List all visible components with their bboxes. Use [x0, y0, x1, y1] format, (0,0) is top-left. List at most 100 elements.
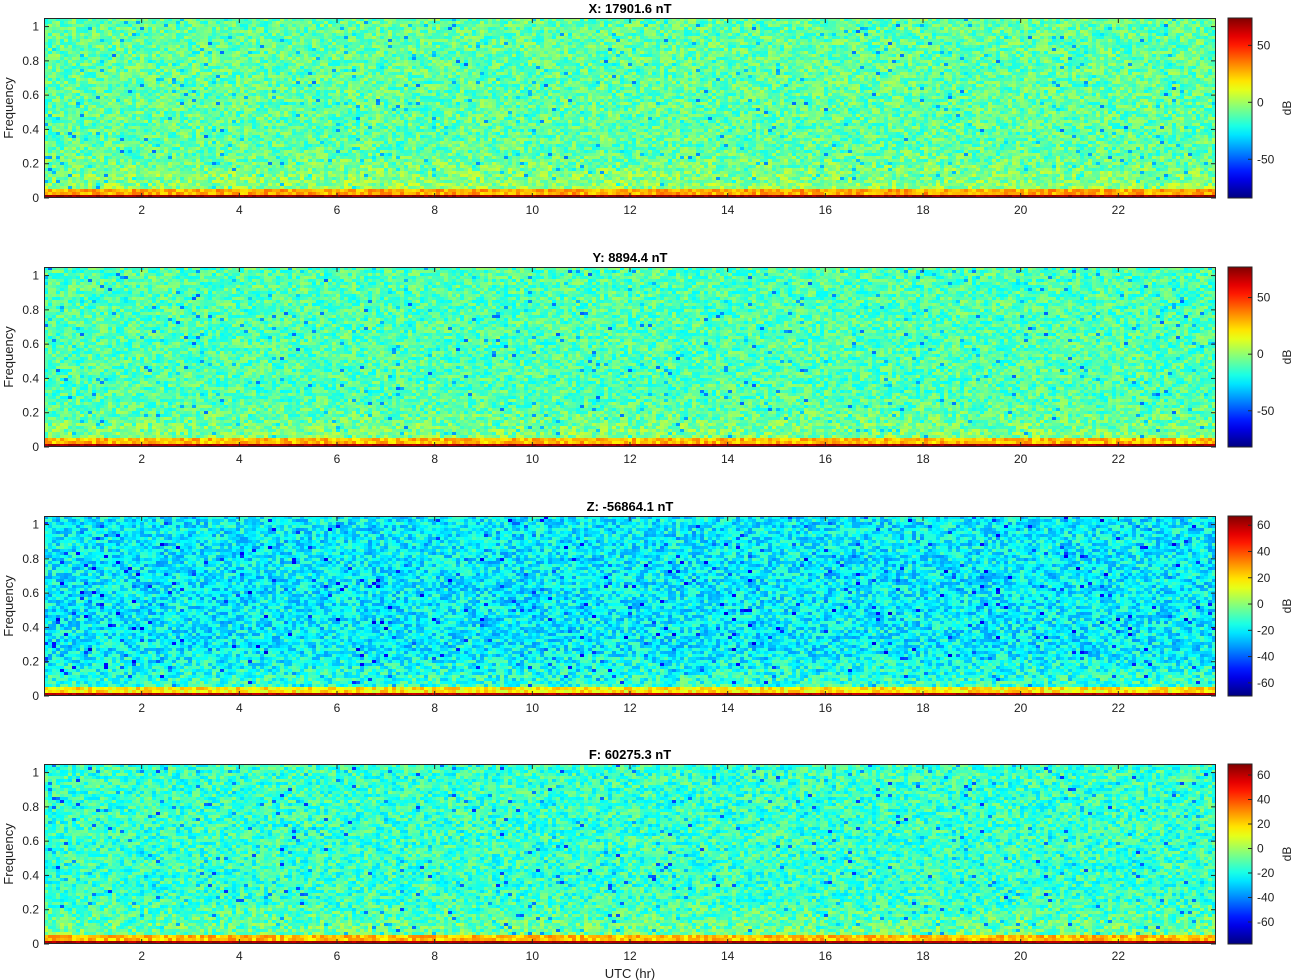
colorbar-tick-label: 60 [1257, 518, 1271, 532]
y-tick-label: 1 [32, 20, 39, 34]
x-tick-label: 16 [819, 701, 833, 715]
x-tick-label: 20 [1014, 701, 1028, 715]
y-tick-label: 0.4 [22, 868, 39, 882]
spectrogram-image [44, 516, 1216, 696]
colorbar-tick-label: 20 [1257, 571, 1271, 585]
colorbar-tick-label: -60 [1257, 676, 1275, 690]
colorbar-tick-label: 20 [1257, 817, 1271, 831]
x-tick-label: 22 [1112, 452, 1126, 466]
x-tick-label: 22 [1112, 949, 1126, 963]
x-tick-label: 18 [916, 203, 930, 217]
spectrogram-panel [44, 515, 1253, 697]
x-tick-label: 4 [236, 452, 243, 466]
x-tick-label: 8 [431, 701, 438, 715]
x-tick-label: 8 [431, 949, 438, 963]
colorbar-tick-label: -50 [1257, 404, 1275, 418]
x-tick-label: 6 [334, 949, 341, 963]
x-tick-label: 14 [721, 949, 735, 963]
x-tick-label: 12 [623, 203, 637, 217]
x-tick-label: 8 [431, 203, 438, 217]
colorbar-tick-label: -20 [1257, 866, 1275, 880]
colorbar-tick-label: -50 [1257, 152, 1275, 166]
x-tick-label: 4 [236, 701, 243, 715]
x-tick-label: 10 [526, 203, 540, 217]
y-tick-label: 0 [32, 440, 39, 454]
y-tick-label: 0.4 [22, 122, 39, 136]
y-tick-label: 0 [32, 937, 39, 951]
colorbar-tick-label: 0 [1257, 95, 1264, 109]
colorbar-tick-label: 0 [1257, 841, 1264, 855]
x-tick-label: 12 [623, 701, 637, 715]
colorbar-label: dB [1280, 847, 1294, 862]
x-tick-label: 22 [1112, 701, 1126, 715]
x-tick-label: 22 [1112, 203, 1126, 217]
x-tick-label: 14 [721, 452, 735, 466]
spectrogram-image [44, 267, 1216, 447]
x-tick-label: 18 [916, 701, 930, 715]
y-axis-label: Frequency [1, 823, 16, 885]
y-tick-label: 0.2 [22, 903, 39, 917]
colorbar-tick-label: -20 [1257, 623, 1275, 637]
x-tick-label: 8 [431, 452, 438, 466]
y-tick-label: 0.2 [22, 157, 39, 171]
y-tick-label: 0.8 [22, 800, 39, 814]
x-tick-label: 2 [138, 452, 145, 466]
x-tick-label: 16 [819, 203, 833, 217]
spectrogram-image [44, 18, 1216, 198]
colorbar-tick-label: 50 [1257, 38, 1271, 52]
y-tick-label: 1 [32, 518, 39, 532]
x-tick-label: 2 [138, 203, 145, 217]
y-tick-label: 0 [32, 689, 39, 703]
y-axis-label: Frequency [1, 575, 16, 637]
x-tick-label: 20 [1014, 203, 1028, 217]
x-tick-label: 6 [334, 203, 341, 217]
colorbar-tick-label: -40 [1257, 650, 1275, 664]
x-tick-label: 4 [236, 949, 243, 963]
panel-title: X: 17901.6 nT [588, 1, 671, 16]
y-tick-label: 1 [32, 269, 39, 283]
y-tick-label: 0.4 [22, 371, 39, 385]
y-axis-label: Frequency [1, 77, 16, 139]
y-tick-label: 1 [32, 766, 39, 780]
colorbar-tick-label: -60 [1257, 915, 1275, 929]
x-tick-label: 2 [138, 949, 145, 963]
x-tick-label: 2 [138, 701, 145, 715]
x-tick-label: 10 [526, 949, 540, 963]
colorbar-tick-label: 60 [1257, 768, 1271, 782]
x-tick-label: 6 [334, 701, 341, 715]
colorbar-tick-label: 0 [1257, 597, 1264, 611]
x-tick-label: 16 [819, 949, 833, 963]
y-tick-label: 0.6 [22, 337, 39, 351]
spectrogram-panel [44, 266, 1253, 448]
y-tick-label: 0.6 [22, 586, 39, 600]
panel-title: F: 60275.3 nT [589, 747, 671, 762]
spectrogram-image [44, 764, 1216, 944]
x-tick-label: 18 [916, 949, 930, 963]
x-tick-label: 10 [526, 701, 540, 715]
y-tick-label: 0.8 [22, 303, 39, 317]
x-tick-label: 16 [819, 452, 833, 466]
colorbar-tick-label: 40 [1257, 544, 1271, 558]
colorbar-label: dB [1280, 350, 1294, 365]
x-tick-label: 14 [721, 701, 735, 715]
colorbar-tick-label: 40 [1257, 793, 1271, 807]
x-tick-label: 6 [334, 452, 341, 466]
colorbar-tick-label: 50 [1257, 291, 1271, 305]
colorbar [1227, 266, 1253, 448]
x-tick-label: 4 [236, 203, 243, 217]
colorbar-tick-label: 0 [1257, 347, 1264, 361]
y-tick-label: 0.8 [22, 552, 39, 566]
y-tick-label: 0 [32, 191, 39, 205]
y-tick-label: 0.8 [22, 54, 39, 68]
y-tick-label: 0.2 [22, 406, 39, 420]
y-tick-label: 0.6 [22, 88, 39, 102]
colorbar-tick-label: -40 [1257, 890, 1275, 904]
panel-title: Y: 8894.4 nT [593, 250, 668, 265]
x-tick-label: 12 [623, 452, 637, 466]
x-tick-label: 12 [623, 949, 637, 963]
x-tick-label: 18 [916, 452, 930, 466]
y-tick-label: 0.6 [22, 834, 39, 848]
x-tick-label: 10 [526, 452, 540, 466]
x-axis-label: UTC (hr) [605, 966, 656, 980]
x-tick-label: 20 [1014, 949, 1028, 963]
